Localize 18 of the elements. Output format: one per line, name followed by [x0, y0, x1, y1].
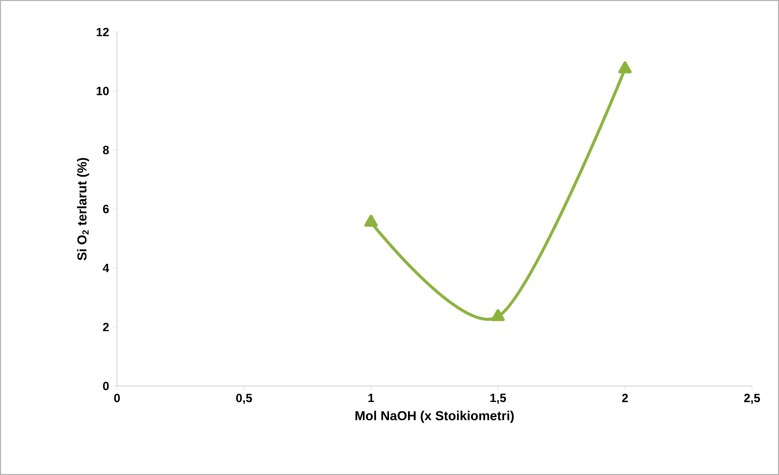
y-tick-label: 10 [96, 86, 109, 96]
x-tick-label: 0 [114, 394, 120, 402]
point [491, 309, 505, 322]
x-tick-label: 0,5 [236, 394, 252, 404]
y-axis-title: Si O$_{2}$ terlarut (%) [77, 158, 90, 260]
x-tick-label: 2 [622, 394, 628, 402]
point [618, 61, 632, 74]
x-tick-label: 1 [368, 394, 374, 402]
y-tick-label: 8 [102, 146, 109, 154]
y-tick-label: 4 [102, 264, 110, 272]
point [364, 214, 378, 227]
y-tick-label: 12 [96, 28, 109, 36]
x-tick-label: 1,5 [490, 394, 506, 404]
y-tick-label: 2 [103, 322, 109, 332]
x-axis-title: Mol NaOH (x Stoikiometri) [355, 410, 514, 423]
y-tick-label: 0 [103, 382, 109, 390]
y-tick-label: 6 [103, 204, 109, 214]
x-tick-label: 2,5 [744, 394, 760, 404]
